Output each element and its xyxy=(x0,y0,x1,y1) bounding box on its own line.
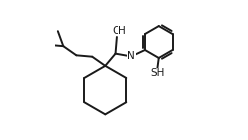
Text: N: N xyxy=(127,51,135,61)
Text: O: O xyxy=(112,26,120,36)
Text: SH: SH xyxy=(150,68,165,78)
Text: H: H xyxy=(118,26,126,36)
